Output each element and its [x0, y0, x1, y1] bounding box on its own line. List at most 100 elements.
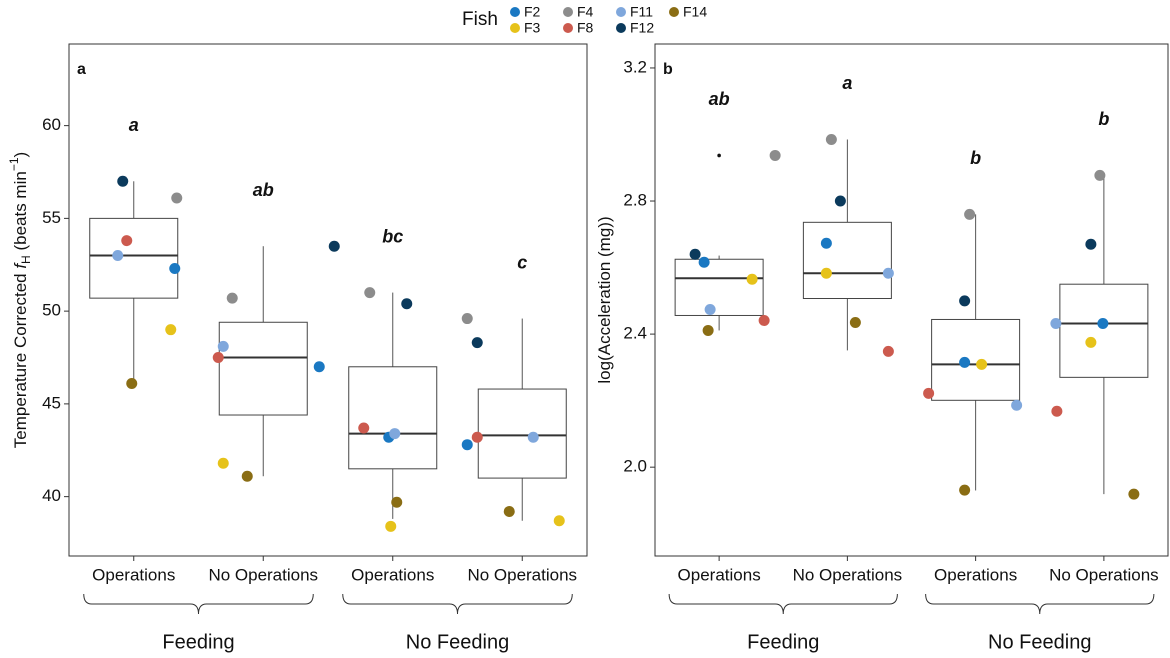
- legend-marker: [616, 7, 626, 17]
- box: [674, 258, 764, 316]
- fish-point: [1085, 238, 1097, 250]
- outlier: [717, 153, 721, 158]
- box: [89, 217, 179, 299]
- fish-point: [959, 295, 971, 307]
- fish-point: [212, 352, 224, 364]
- fish-point: [834, 195, 846, 207]
- box: [348, 366, 438, 470]
- fish-point: [241, 470, 253, 482]
- x-tick-label: No Operations: [208, 565, 318, 584]
- fish-point: [959, 356, 971, 368]
- fish-point: [882, 267, 894, 279]
- box: [218, 321, 308, 416]
- fish-point: [461, 439, 473, 451]
- fish-point: [217, 457, 229, 469]
- y-axis-label-part: log(Acceleration (mg)): [595, 216, 614, 383]
- fish-point: [1050, 317, 1062, 329]
- fish-point: [1051, 405, 1063, 417]
- legend-title: Fish: [462, 9, 498, 30]
- y-tick-label: 2.4: [623, 324, 647, 343]
- plot-frame: [68, 43, 588, 557]
- fish-point: [126, 377, 138, 389]
- legend-marker: [563, 23, 573, 33]
- fish-point: [471, 431, 483, 443]
- y-tick-label: 2.8: [623, 191, 647, 210]
- y-tick-label: 60: [42, 115, 61, 134]
- x-tick-label: No Operations: [1049, 565, 1159, 584]
- fish-point: [553, 515, 565, 527]
- legend-label: F4: [577, 4, 594, 20]
- fish-point: [1128, 488, 1140, 500]
- panel-label: a: [77, 61, 86, 78]
- fish-point: [689, 248, 701, 260]
- x-tick-label: Operations: [92, 565, 175, 584]
- plot-frame: [654, 43, 1169, 557]
- fish-point: [698, 256, 710, 268]
- fish-point: [1011, 399, 1023, 411]
- legend-marker: [616, 23, 626, 33]
- y-axis-label-part: f: [11, 262, 30, 269]
- fish-point: [923, 387, 935, 399]
- fish-point: [1094, 169, 1106, 181]
- y-axis-label: Temperature Corrected fH (beats min−1): [7, 152, 33, 448]
- y-axis-label-part: Temperature Corrected: [11, 269, 30, 449]
- fish-point: [364, 287, 376, 299]
- group-label: Feeding: [747, 631, 819, 653]
- box: [1059, 283, 1149, 378]
- fish-point: [385, 520, 397, 532]
- box: [802, 221, 892, 300]
- fish-point: [169, 262, 181, 274]
- legend-label: F11: [630, 4, 653, 20]
- fish-point: [964, 208, 976, 220]
- fish-point: [112, 249, 124, 261]
- significance-letter: a: [129, 115, 139, 135]
- y-tick-label: 45: [42, 393, 61, 412]
- fish-point: [702, 324, 714, 336]
- legend-label: F14: [683, 4, 707, 20]
- significance-letter: b: [1098, 109, 1109, 129]
- legend-label: F2: [524, 4, 541, 20]
- y-axis-label-part: ): [11, 152, 30, 158]
- legend-marker: [669, 7, 679, 17]
- legend-marker: [563, 7, 573, 17]
- fish-point: [849, 316, 861, 328]
- fish-point: [704, 303, 716, 315]
- y-tick-label: 50: [42, 301, 61, 320]
- group-brace: [342, 593, 573, 615]
- fish-point: [117, 175, 129, 187]
- y-axis-label-part: −1: [7, 157, 21, 171]
- panel-label: b: [663, 61, 673, 78]
- significance-letter: c: [517, 252, 527, 272]
- fish-point: [976, 358, 988, 370]
- fish-point: [503, 505, 515, 517]
- fish-point: [882, 345, 894, 357]
- fish-point: [820, 267, 832, 279]
- legend-marker: [510, 7, 520, 17]
- fish-point: [471, 337, 483, 349]
- fish-point: [820, 237, 832, 249]
- significance-letter: b: [970, 148, 981, 168]
- box: [931, 318, 1021, 401]
- fish-point: [769, 149, 781, 161]
- significance-letter: bc: [382, 226, 403, 246]
- fish-point: [758, 314, 770, 326]
- y-axis-label-part: (beats min: [11, 171, 30, 255]
- fish-point: [171, 192, 183, 204]
- y-tick-label: 40: [42, 486, 61, 505]
- group-brace: [83, 593, 314, 615]
- legend-marker: [510, 23, 520, 33]
- x-tick-label: Operations: [934, 565, 1017, 584]
- fish-point: [401, 298, 413, 310]
- fish-point: [461, 313, 473, 325]
- fish-point: [358, 422, 370, 434]
- x-tick-label: No Operations: [467, 565, 577, 584]
- fish-point: [313, 361, 325, 373]
- group-label: No Feeding: [406, 631, 509, 653]
- group-label: Feeding: [162, 631, 234, 653]
- group-brace: [925, 593, 1155, 615]
- group-brace: [668, 593, 898, 615]
- legend-label: F8: [577, 20, 594, 36]
- fish-point: [959, 484, 971, 496]
- significance-letter: ab: [253, 180, 274, 200]
